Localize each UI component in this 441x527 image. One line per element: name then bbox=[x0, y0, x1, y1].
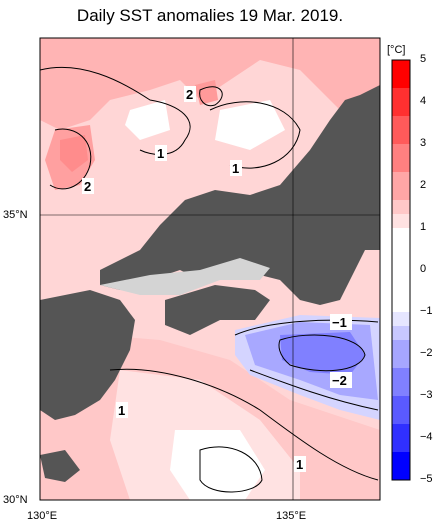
contour-label-3: 2 bbox=[84, 179, 91, 194]
map-title: Daily SST anomalies 19 Mar. 2019. bbox=[76, 6, 344, 25]
colorbar-unit: [°C] bbox=[387, 44, 406, 56]
colorbar-tick-3: 2 bbox=[420, 179, 427, 191]
colorbar-tick-5: 0 bbox=[420, 263, 427, 275]
contour-label-7: 1 bbox=[296, 457, 303, 472]
land-kyushu bbox=[40, 290, 135, 420]
island-southwest bbox=[40, 450, 80, 482]
colorbar-tick-9: −4 bbox=[420, 431, 433, 443]
neutral-patch-central bbox=[215, 100, 285, 150]
contour-lines bbox=[39, 66, 379, 493]
colorbar bbox=[391, 59, 411, 481]
colorbar-tick-8: −3 bbox=[420, 389, 433, 401]
colorbar-tick-0: 5 bbox=[420, 53, 427, 65]
land-honshu bbox=[100, 85, 380, 305]
cool-anomaly-core bbox=[280, 332, 365, 375]
neutral-patch-north bbox=[125, 100, 170, 140]
lat-label-30n: 30°N bbox=[3, 494, 28, 506]
map-frame bbox=[39, 37, 381, 501]
contour-label-0: 2 bbox=[186, 87, 193, 102]
colorbar-tick-1: 4 bbox=[420, 95, 427, 107]
lon-label-130e: 130°E bbox=[27, 510, 58, 522]
land-shikoku bbox=[165, 285, 270, 335]
colorbar-tick-6: −1 bbox=[420, 305, 433, 317]
contour-label-1: 1 bbox=[157, 146, 164, 161]
contour-label-2: 1 bbox=[232, 161, 239, 176]
colorbar-tick-10: −5 bbox=[420, 473, 433, 485]
warm-anomaly-core-west bbox=[60, 135, 88, 172]
contour-label-6: −2 bbox=[332, 373, 347, 388]
contour-label-group: 2 1 1 2 1 −1 −2 1 bbox=[82, 86, 352, 472]
inland-sea bbox=[100, 258, 270, 295]
contour-label-4: 1 bbox=[118, 403, 125, 418]
colorbar-tick-2: 3 bbox=[420, 137, 427, 149]
lat-label-35n: 35°N bbox=[3, 209, 28, 221]
colorbar-tick-7: −2 bbox=[420, 347, 433, 359]
lon-label-135e: 135°E bbox=[276, 510, 307, 522]
neutral-patch-south bbox=[170, 430, 265, 500]
colorbar-tick-4: 1 bbox=[420, 221, 427, 233]
contour-label-5: −1 bbox=[332, 315, 347, 330]
